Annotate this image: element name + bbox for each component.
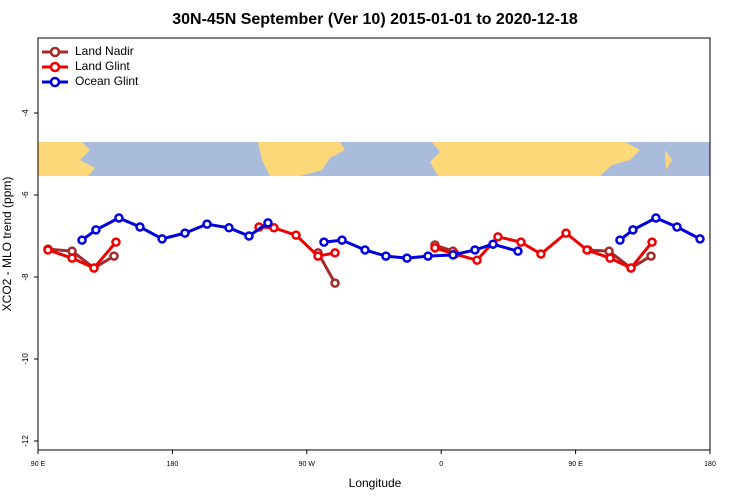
data-point [224,223,234,233]
data-point [157,234,167,244]
data-point [513,246,523,256]
y-tick-label: -4 [21,109,30,117]
data-point [628,225,638,235]
x-tick-label: 90 E [568,461,583,468]
data-point [448,250,458,260]
x-tick-label: 180 [167,461,179,468]
data-point [626,263,636,273]
legend-label: Ocean Glint [75,74,139,88]
data-point [605,253,615,263]
y-tick-label: -8 [21,273,30,281]
data-point [109,251,119,261]
data-point [89,263,99,273]
x-tick-label: 180 [704,461,716,468]
chart-title: 30N-45N September (Ver 10) 2015-01-01 to… [172,11,578,28]
data-point [472,255,482,265]
data-point [470,245,480,255]
legend-marker [49,76,61,88]
data-point [493,232,503,242]
data-point [43,245,53,255]
data-point [319,237,329,247]
data-point [67,253,77,263]
series-line [47,243,652,284]
x-tick-label: 0 [439,461,443,468]
x-tick-label: 90 W [299,461,316,468]
data-point [291,230,301,240]
data-point [180,228,190,238]
data-point [313,251,323,261]
data-point [647,237,657,247]
data-point [114,213,124,223]
legend-marker [49,46,61,58]
data-point [536,249,546,259]
data-point [330,248,340,258]
data-point [135,222,145,232]
data-point [111,237,121,247]
data-point [423,251,433,261]
data-point [516,237,526,247]
data-point [360,245,370,255]
legend-marker [49,61,61,73]
y-tick-label: -10 [21,353,30,365]
map-strip [38,142,710,176]
data-point [263,218,273,228]
legend-label: Land Nadir [75,44,134,58]
plot-frame [37,37,711,451]
data-point [646,251,656,261]
data-point [582,245,592,255]
data-point [330,278,340,288]
y-tick-label: -6 [21,191,30,199]
data-point [269,223,279,233]
data-point [430,243,440,253]
data-point [91,225,101,235]
data-point [202,219,212,229]
data-point [651,213,661,223]
data-point [77,235,87,245]
legend-label: Land Glint [75,59,130,73]
y-tick-label: -12 [21,435,30,447]
x-axis-label: Longitude [349,476,402,490]
y-axis-label: XCO2 - MLO trend (ppm) [0,177,14,312]
data-point [615,235,625,245]
data-point [244,231,254,241]
data-point [402,253,412,263]
data-point [381,251,391,261]
data-point [561,228,571,238]
x-tick-label: 90 E [31,461,46,468]
data-point [488,239,498,249]
data-point [337,235,347,245]
data-point [695,234,705,244]
data-point [672,222,682,232]
